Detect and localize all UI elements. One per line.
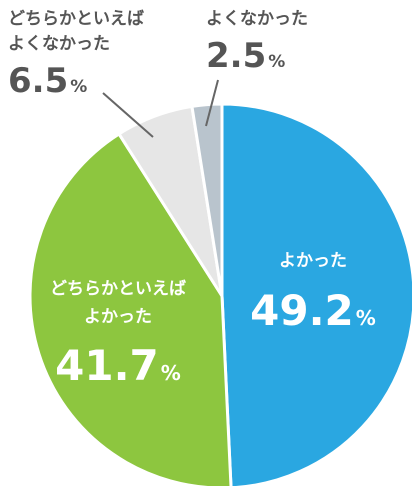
slice-value-unit-yokatta: % [356,306,376,330]
slice-label-dochira-yokunakatta-line-2: よくなかった [8,34,110,54]
slice-value-number-dochira-yokatta: 41.7 [55,341,159,390]
pie-slice-yokatta [220,102,412,486]
slice-value-yokunakatta: 2.5% [206,36,285,76]
slice-value-dochira-yokatta: 41.7% [55,341,181,390]
leader-lines [102,79,219,138]
slice-value-yokatta: 49.2% [250,286,376,335]
slice-label-yokunakatta-line-1: よくなかった [206,9,308,29]
slice-value-number-yokatta: 49.2 [250,286,354,335]
slice-value-number-yokunakatta: 2.5 [206,36,266,76]
pie-slice-dochira-yokatta [28,131,233,486]
slice-value-unit-dochira-yokunakatta: % [70,77,87,97]
slice-value-number-dochira-yokunakatta: 6.5 [8,61,68,101]
slice-value-unit-yokunakatta: % [268,52,285,72]
slice-label-dochira-yokatta-line-1: どちらかといえば [50,279,186,299]
slice-value-unit-dochira-yokatta: % [161,361,181,385]
slice-value-dochira-yokunakatta: 6.5% [8,61,87,101]
slice-label-yokatta-line-1: よかった [279,251,347,271]
slice-label-dochira-yokunakatta-line-1: どちらかといえば [8,9,144,29]
leader-line-dochira-yokunakatta [102,92,154,138]
pie-slice-yokunakatta [190,102,224,297]
leader-line-yokunakatta [205,79,219,127]
pie-slices [28,102,412,486]
slice-label-dochira-yokatta-line-2: よかった [84,307,152,327]
